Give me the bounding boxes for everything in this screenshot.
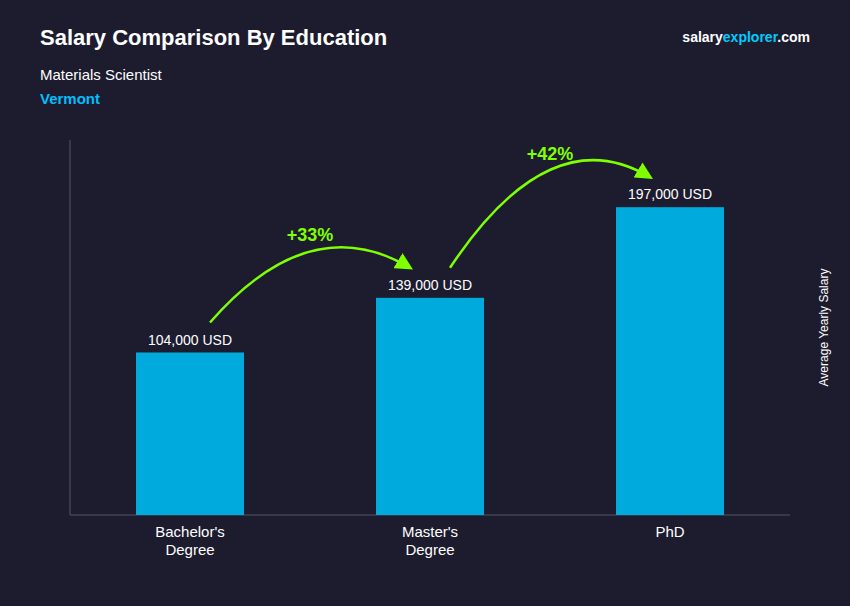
bar <box>376 298 484 515</box>
subtitle: Materials Scientist <box>40 66 163 83</box>
x-tick-label-line: Degree <box>405 541 454 558</box>
site-text-part: salary <box>682 29 723 45</box>
title: Salary Comparison By Education <box>40 25 387 50</box>
x-tick-label: Bachelor'sDegree <box>155 523 225 558</box>
y-axis-label: Average Yearly Salary <box>817 269 831 387</box>
data-label: 139,000 USD <box>388 277 472 293</box>
y-axis-line <box>70 140 71 515</box>
bar <box>136 353 244 516</box>
x-tick-label-line: PhD <box>655 523 684 540</box>
change-label: +33% <box>287 225 334 245</box>
site-text-part: explorer <box>723 29 779 45</box>
x-tick-label: PhD <box>655 523 684 540</box>
chart: Salary Comparison By Education Materials … <box>0 0 850 606</box>
bars <box>136 207 724 515</box>
x-tick-label-line: Degree <box>165 541 214 558</box>
data-label: 197,000 USD <box>628 186 712 202</box>
site-text-part: .com <box>777 29 810 45</box>
location: Vermont <box>40 90 100 107</box>
x-tick-label: Master'sDegree <box>402 523 458 558</box>
site-text: salaryexplorer.com <box>682 29 810 45</box>
background <box>0 0 850 606</box>
change-arrow <box>450 160 650 268</box>
bar <box>616 207 724 515</box>
change-label: +42% <box>527 144 574 164</box>
data-label: 104,000 USD <box>148 332 232 348</box>
chart-container: Salary Comparison By Education Materials … <box>0 0 850 606</box>
change-arrow <box>210 247 410 322</box>
x-tick-label-line: Master's <box>402 523 458 540</box>
x-tick-label-line: Bachelor's <box>155 523 225 540</box>
